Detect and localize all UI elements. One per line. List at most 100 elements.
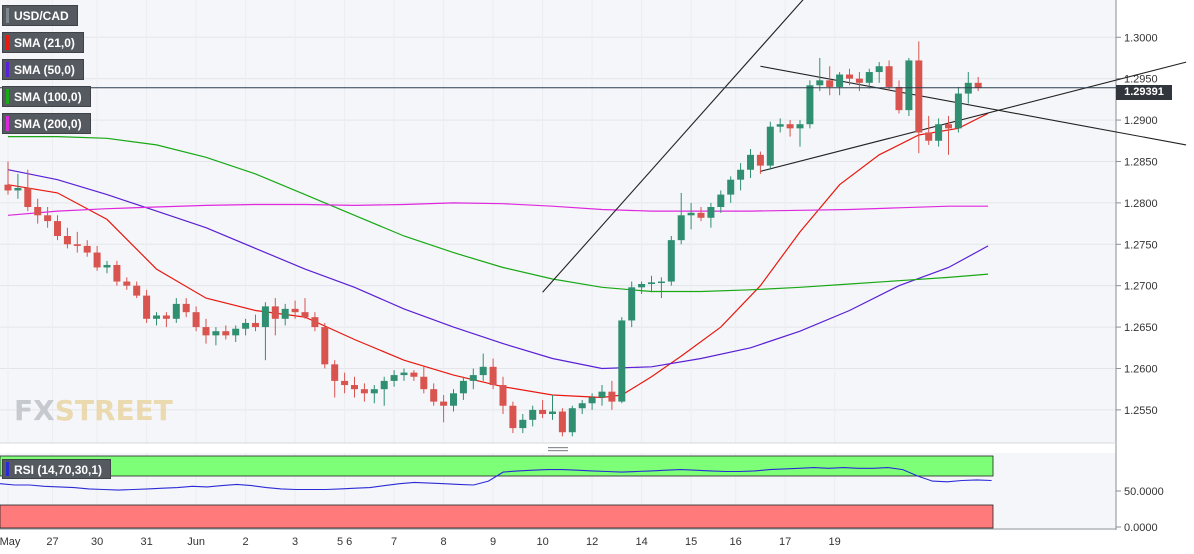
legend-swatch (6, 35, 9, 50)
legend-swatch (6, 62, 9, 77)
price-axis-label: 1.2950 (1124, 74, 1158, 86)
candle-body (549, 411, 556, 415)
legend-sma-100[interactable]: SMA (100,0) (2, 86, 91, 107)
time-axis-label: 19 (829, 536, 841, 548)
candle-body (796, 124, 804, 129)
legend-sma-200-label: SMA (200,0) (14, 117, 82, 131)
price-axis-label: 1.2550 (1124, 405, 1158, 417)
candle-body (648, 282, 655, 285)
candle-body (311, 317, 319, 328)
time-axis-label: 8 (441, 536, 447, 548)
candle-body (400, 372, 408, 376)
time-axis-label: 31 (140, 536, 152, 548)
legend-sma-100-label: SMA (100,0) (14, 90, 82, 104)
candle-body (766, 126, 774, 166)
candle-body (232, 328, 240, 336)
legend-rsi[interactable]: RSI (14,70,30,1) (2, 459, 112, 479)
candle-body (420, 376, 428, 390)
candle-body (242, 322, 250, 329)
candle-body (450, 393, 457, 406)
candle-body (430, 389, 438, 402)
rsi-line (0, 467, 992, 491)
candle-body (875, 66, 883, 73)
candle-body (212, 331, 220, 336)
legend-swatch (6, 116, 9, 131)
candle-body (380, 380, 388, 390)
candle-body (390, 375, 398, 381)
candle-body (707, 207, 715, 218)
candle-body (756, 154, 764, 166)
candle-body (123, 281, 131, 286)
rsi-axis-label: 50.0000 (1124, 486, 1164, 498)
candle-body (469, 375, 477, 381)
candle-body (182, 303, 190, 313)
candle-body (568, 408, 576, 433)
candle-body (677, 215, 685, 241)
candle-body (410, 372, 418, 377)
main-plot-background (0, 0, 1116, 443)
candle-body (162, 315, 170, 319)
trendline (542, 0, 804, 293)
time-axis-label: 30 (91, 536, 103, 548)
time-axis-label: 14 (635, 536, 647, 548)
time-axis-label: 15 (685, 536, 697, 548)
candle-body (172, 303, 180, 319)
candle-body (4, 184, 12, 191)
price-axis-label: 1.2650 (1124, 322, 1158, 334)
candle-body (717, 194, 725, 208)
sma-line (7, 112, 989, 399)
candle-body (954, 93, 962, 129)
candle-body (865, 72, 873, 83)
candle-body (331, 364, 339, 381)
candle-body (73, 244, 81, 246)
candle-body (727, 179, 735, 195)
candle-body (459, 380, 467, 394)
candle-body (539, 409, 547, 415)
candle-body (261, 306, 269, 328)
candle-body (103, 264, 111, 268)
legend-sma-21[interactable]: SMA (21,0) (2, 32, 84, 53)
legend-sma-50[interactable]: SMA (50,0) (2, 59, 84, 80)
candle-body (598, 391, 606, 398)
candle-body (836, 74, 844, 87)
candle-body (153, 315, 160, 319)
legend-swatch (6, 8, 9, 23)
candle-body (34, 207, 42, 216)
candle-body (737, 169, 745, 180)
legend-usdcad[interactable]: USD/CAD (2, 5, 78, 26)
candle-body (826, 80, 834, 87)
price-axis-label: 1.3000 (1124, 32, 1158, 44)
candle-body (786, 124, 794, 129)
candle-body (202, 327, 210, 336)
candle-body (945, 124, 952, 129)
pane-resize-handle (548, 447, 568, 449)
candle-body (54, 221, 61, 236)
candle-body (618, 320, 626, 402)
candle-body (489, 366, 497, 386)
candle-body (588, 397, 596, 404)
candle-body (578, 403, 586, 409)
candle-body (974, 82, 982, 88)
candle-body (628, 287, 636, 321)
time-axis-label: 12 (586, 536, 598, 548)
candle-body (271, 306, 279, 319)
candle-body (370, 389, 378, 394)
rsi-oversold-zone (0, 504, 994, 529)
legend-sma-200[interactable]: SMA (200,0) (2, 113, 91, 134)
candle-body (113, 264, 121, 282)
price-axis-label: 1.2800 (1124, 198, 1158, 210)
time-axis-label: 16 (730, 536, 742, 548)
candle-body (806, 85, 814, 125)
candle-body (133, 285, 141, 296)
candle-body (143, 295, 151, 319)
legend-sma-50-label: SMA (50,0) (14, 63, 75, 77)
sma-line (8, 136, 989, 293)
candle-body (360, 389, 368, 394)
candle-body (83, 245, 91, 253)
time-axis-label: 5 6 (337, 536, 352, 548)
rsi-axis-label: 0.0000 (1124, 522, 1158, 534)
candle-body (93, 252, 101, 268)
candle-body (222, 331, 230, 336)
pane-resize-handle (548, 450, 568, 452)
